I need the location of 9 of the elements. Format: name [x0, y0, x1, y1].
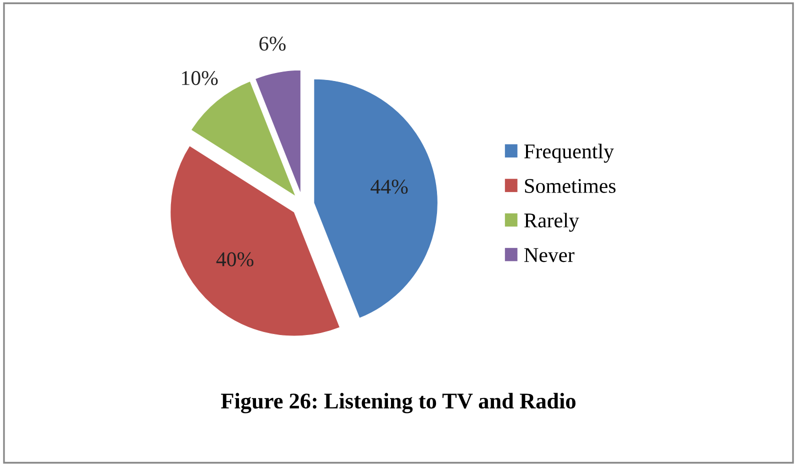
data-label: 6%	[259, 36, 286, 51]
legend-label: Never	[524, 248, 574, 262]
legend-label: Sometimes	[525, 178, 616, 193]
data-label: 40%	[216, 252, 254, 266]
legend-label: Frequently	[524, 144, 614, 163]
data-label: 44%	[370, 180, 408, 194]
legend-label: Rarely	[524, 212, 580, 232]
data-label: 10%	[182, 71, 218, 86]
text: Figure 26: Listening to TV and Radio	[221, 392, 576, 414]
